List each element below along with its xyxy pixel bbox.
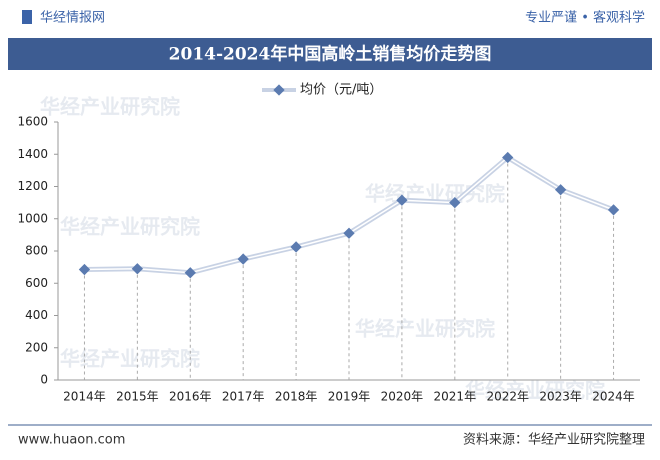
x-tick-label: 2020年	[381, 390, 424, 404]
title-bar	[8, 38, 652, 70]
watermark: 华经产业研究院	[355, 317, 495, 341]
watermark: 华经产业研究院	[60, 215, 200, 239]
y-tick-label: 1000	[17, 211, 48, 225]
point	[449, 196, 461, 209]
x-tick-label: 2024年	[592, 390, 635, 404]
logo	[22, 10, 32, 24]
y-tick-label: 1400	[17, 147, 48, 161]
point	[396, 194, 408, 206]
y-tick-label: 1200	[17, 179, 48, 193]
watermark: 华经产业研究院	[40, 95, 180, 119]
y-tick-label: 0	[40, 373, 48, 387]
x-tick-label: 2014年	[63, 390, 106, 404]
x-tick-label: 2023年	[539, 390, 582, 404]
point	[343, 227, 355, 239]
watermark: 华经产业研究院	[465, 379, 605, 403]
chart-title: 2014-2024年中国高岭土销售均价走势图	[169, 44, 492, 65]
y-tick-label: 400	[25, 308, 48, 322]
x-tick-label: 2019年	[328, 390, 371, 404]
y-tick-label: 1600	[17, 115, 48, 129]
point	[237, 253, 249, 265]
footer-site: www.huaon.com	[18, 433, 125, 448]
x-tick-label: 2015年	[116, 390, 159, 404]
footer-source: 资料来源：华经产业研究院整理	[463, 433, 645, 448]
point	[607, 204, 620, 216]
y-tick-label: 800	[25, 244, 48, 258]
point	[184, 267, 196, 279]
legend-label: 均价（元/吨）	[300, 83, 382, 98]
y-tick-label: 200	[25, 340, 48, 354]
brand: 华经情报网	[40, 11, 105, 26]
watermarks: 华经产业研究院华经产业研究院华经产业研究院华经产业研究院华经产业研究院华经产业研…	[40, 95, 605, 403]
x-tick-label: 2021年	[434, 390, 477, 404]
x-tick-label: 2017年	[222, 390, 265, 404]
point	[290, 241, 302, 253]
y-tick-label: 600	[25, 276, 48, 290]
point	[554, 184, 567, 196]
point	[502, 151, 514, 164]
watermark: 华经产业研究院	[60, 347, 200, 371]
x-tick-label: 2018年	[275, 390, 318, 404]
slogan: 专业严谨 • 客观科学	[525, 10, 645, 26]
x-tick-label: 2016年	[169, 390, 212, 404]
x-tick-label: 2022年	[486, 390, 529, 404]
point	[131, 263, 144, 275]
